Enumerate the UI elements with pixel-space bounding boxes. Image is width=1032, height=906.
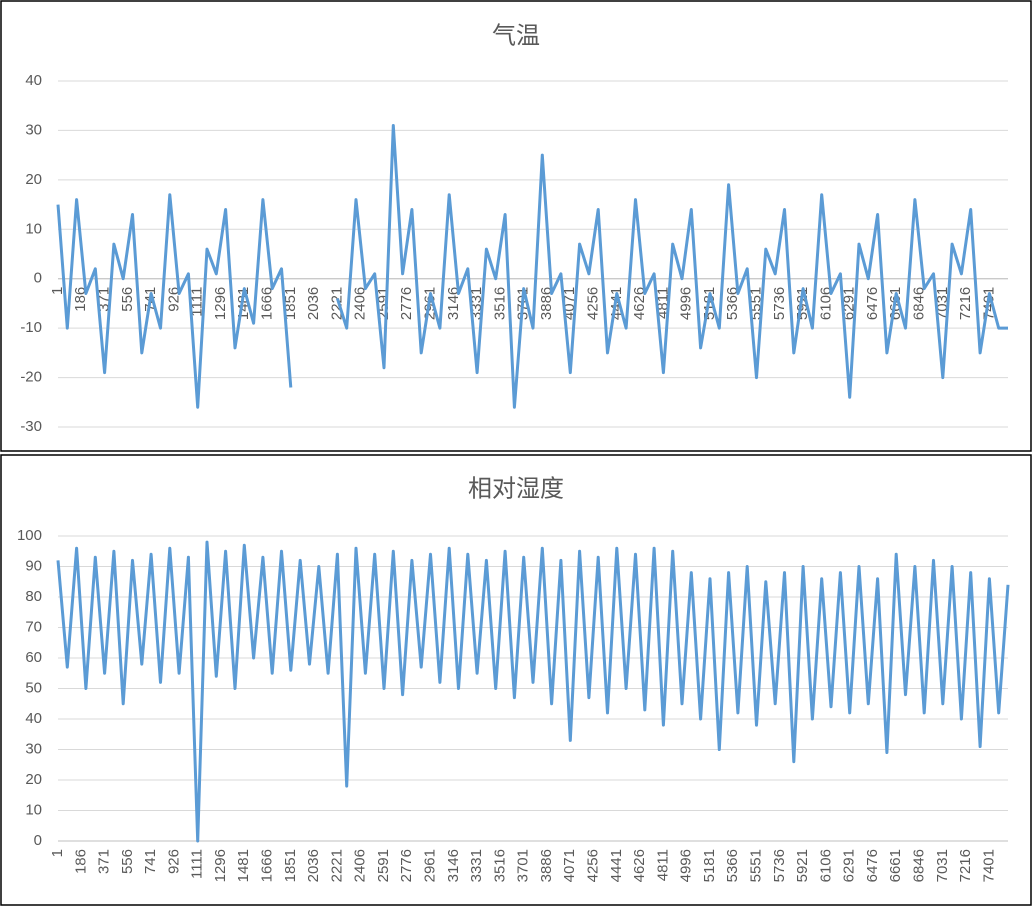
x-tick-label: 2776	[398, 849, 415, 882]
y-tick-label: 40	[25, 72, 42, 89]
x-tick-label: 4996	[678, 849, 695, 882]
x-tick-label: 1111	[189, 287, 206, 317]
x-tick-label: 6846	[910, 849, 927, 882]
x-tick-label: 6476	[864, 287, 881, 320]
x-tick-label: 2406	[352, 287, 369, 320]
x-tick-label: 1111	[189, 849, 206, 879]
x-tick-label: 5921	[794, 849, 811, 882]
x-tick-label: 1481	[235, 849, 252, 882]
y-tick-label: 0	[34, 270, 42, 287]
x-tick-label: 5181	[701, 849, 718, 882]
x-tick-label: 6291	[841, 849, 858, 882]
x-tick-label: 3886	[538, 849, 555, 882]
y-tick-label: 0	[34, 832, 42, 849]
x-tick-label: 4996	[678, 287, 695, 320]
y-tick-label: 30	[25, 121, 42, 138]
y-tick-label: 10	[25, 801, 42, 818]
x-tick-label: 1	[49, 849, 66, 857]
x-tick-label: 3516	[491, 849, 508, 882]
x-tick-label: 2776	[398, 287, 415, 320]
data-line	[56, 540, 1010, 843]
x-tick-label: 1296	[212, 849, 229, 882]
chart-title: 气温	[492, 22, 540, 49]
y-tick-label: -20	[20, 369, 42, 386]
x-tick-label: 2961	[422, 849, 439, 882]
x-tick-label: 5736	[771, 849, 788, 882]
x-tick-label: 5551	[747, 849, 764, 882]
x-tick-label: 371	[96, 849, 113, 874]
x-tick-label: 6846	[910, 287, 927, 320]
x-tick-label: 4626	[631, 287, 648, 320]
x-tick-label: 926	[165, 849, 182, 874]
x-tick-label: 6106	[817, 287, 834, 320]
x-tick-label: 2221	[328, 849, 345, 882]
y-tick-label: 70	[25, 618, 42, 635]
y-tick-label: 40	[25, 710, 42, 727]
x-tick-label: 4811	[654, 849, 671, 881]
x-tick-label: 1296	[212, 287, 229, 320]
y-tick-label: -30	[20, 418, 42, 435]
chart-title: 相对湿度	[468, 475, 564, 502]
x-tick-label: 6106	[817, 849, 834, 882]
x-tick-label: 2036	[305, 287, 322, 320]
x-tick-label: 2591	[375, 849, 392, 882]
x-tick-label: 4256	[585, 287, 602, 320]
y-tick-label: 80	[25, 588, 42, 605]
y-tick-label: 90	[25, 557, 42, 574]
y-tick-label: 20	[25, 771, 42, 788]
x-tick-label: 186	[72, 849, 89, 874]
x-tick-label: 6291	[841, 287, 858, 320]
x-tick-label: 556	[119, 287, 136, 312]
y-tick-label: 30	[25, 740, 42, 757]
x-tick-label: 741	[142, 849, 159, 874]
x-tick-label: 1666	[259, 849, 276, 882]
x-tick-label: 3146	[445, 849, 462, 882]
x-tick-label: 5366	[724, 287, 741, 320]
x-tick-label: 7216	[957, 287, 974, 320]
y-tick-label: 20	[25, 171, 42, 188]
y-tick-label: 10	[25, 220, 42, 237]
x-tick-label: 2406	[352, 849, 369, 882]
x-tick-label: 7216	[957, 849, 974, 882]
x-tick-label: 2036	[305, 849, 322, 882]
x-tick-label: 4441	[608, 849, 625, 882]
x-tick-label: 4626	[631, 849, 648, 882]
y-tick-label: 60	[25, 649, 42, 666]
x-tick-label: 1	[49, 287, 66, 295]
x-tick-label: 7401	[980, 849, 997, 882]
x-tick-label: 3886	[538, 287, 555, 320]
x-tick-label: 6661	[887, 849, 904, 882]
y-tick-label: 50	[25, 679, 42, 696]
x-tick-label: 4256	[585, 849, 602, 882]
x-tick-label: 5736	[771, 287, 788, 320]
x-tick-label: 1666	[259, 287, 276, 320]
x-tick-label: 7031	[934, 849, 951, 882]
x-tick-label: 5366	[724, 849, 741, 882]
x-tick-label: 3331	[468, 849, 485, 882]
y-tick-label: 100	[17, 527, 42, 544]
x-tick-label: 1851	[282, 849, 299, 882]
x-tick-label: 556	[119, 849, 136, 874]
x-tick-label: 6476	[864, 849, 881, 882]
x-tick-label: 3516	[491, 287, 508, 320]
data-line	[56, 124, 1008, 409]
x-tick-label: 3701	[515, 849, 532, 882]
x-tick-label: 3146	[445, 287, 462, 320]
x-tick-label: 4071	[561, 849, 578, 882]
y-tick-label: -10	[20, 319, 42, 336]
